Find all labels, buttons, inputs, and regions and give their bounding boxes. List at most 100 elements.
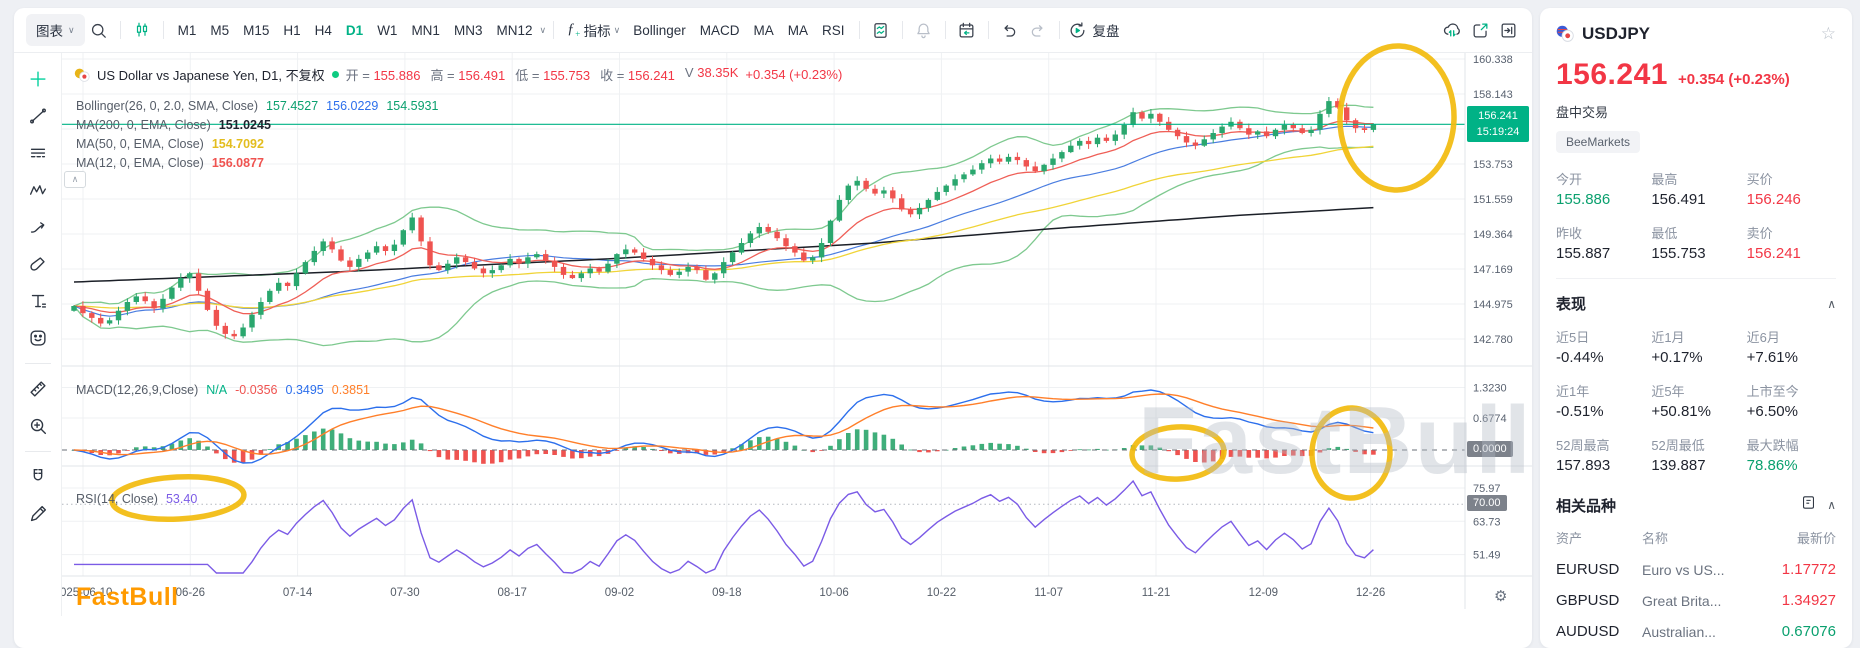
quote-value: 155.886 <box>1556 191 1611 208</box>
legend-collapse-button[interactable]: ∧ <box>64 171 86 188</box>
performance-value: +6.50% <box>1746 403 1798 420</box>
related-list-icon[interactable] <box>1800 494 1817 516</box>
date-tick: 07-14 <box>283 587 313 599</box>
indicators-button[interactable]: ƒ+ 指标 ∨ <box>561 20 626 40</box>
indicator-button-macd[interactable]: MACD <box>699 22 740 38</box>
timeframe-expand-icon[interactable]: ∨ <box>539 24 547 35</box>
timeframe-m15[interactable]: M15 <box>243 22 270 38</box>
cloud-save-icon[interactable] <box>1438 16 1466 44</box>
axis-tick: 51.49 <box>1473 550 1501 562</box>
related-price: 0.67076 <box>1781 623 1836 640</box>
performance-collapse-icon[interactable]: ∧ <box>1827 296 1836 311</box>
projection-icon[interactable] <box>26 215 50 239</box>
economic-calendar-icon[interactable] <box>953 16 981 44</box>
emoji-icon[interactable] <box>26 326 50 350</box>
main-chart[interactable]: 160.338 158.143 153.753 151.559 149.364 147.1… <box>14 43 1532 616</box>
tool-divider <box>24 451 51 452</box>
related-row-gbpusd[interactable]: GBPUSD Great Brita... 1.34927 <box>1556 592 1836 609</box>
quote-cell: 卖价 156.241 <box>1747 223 1836 262</box>
drawing-toolbar <box>14 53 62 616</box>
related-collapse-icon[interactable]: ∧ <box>1827 498 1836 512</box>
indicator-button-rsi[interactable]: RSI <box>822 22 845 38</box>
performance-cell: 近5年 +50.81% <box>1651 381 1740 420</box>
trendline-icon[interactable] <box>26 104 50 128</box>
timeframe-mn3[interactable]: MN3 <box>453 22 483 38</box>
alert-bell-icon[interactable] <box>910 16 938 44</box>
date-tick: 09-02 <box>605 587 634 599</box>
timeframe-h4[interactable]: H4 <box>314 22 332 38</box>
search-icon[interactable] <box>85 16 113 44</box>
date-tick: 2025-06-10 <box>54 587 113 599</box>
timeframe-m1[interactable]: M1 <box>177 22 197 38</box>
panel-header: USDJPY ☆ <box>1556 24 1836 44</box>
related-row-eurusd[interactable]: EURUSD Euro vs US... 1.17772 <box>1556 561 1836 578</box>
date-tick: 11-07 <box>1034 587 1063 599</box>
ruler-icon[interactable] <box>26 377 50 401</box>
pattern-icon[interactable] <box>26 178 50 202</box>
timeframe-mn1[interactable]: MN1 <box>411 22 440 38</box>
toolbar-divider <box>1058 21 1060 39</box>
share-icon[interactable] <box>1466 16 1494 44</box>
favorite-star-icon[interactable]: ☆ <box>1820 24 1836 43</box>
related-row-audusd[interactable]: AUDUSD Australian... 0.67076 <box>1556 623 1836 640</box>
performance-cell: 近6月 +7.61% <box>1747 327 1836 366</box>
timeframe-h1[interactable]: H1 <box>283 22 301 38</box>
chart-settings-gear-icon[interactable]: ⚙ <box>1494 588 1508 605</box>
date-tick: 12-09 <box>1249 587 1278 599</box>
axis-tick: 144.975 <box>1473 299 1513 311</box>
text-icon[interactable] <box>26 289 50 313</box>
multilines-icon[interactable] <box>26 141 50 165</box>
performance-label: 52周最低 <box>1651 438 1705 453</box>
indicator-button-ma[interactable]: MA <box>753 22 774 38</box>
undo-icon[interactable] <box>996 16 1024 44</box>
performance-value: 157.893 <box>1556 457 1611 474</box>
performance-header: 表现 ∧ <box>1556 293 1836 314</box>
quote-value: 156.246 <box>1746 191 1801 208</box>
date-tick: 08-17 <box>497 587 526 599</box>
indicator-button-ma-2[interactable]: MA <box>787 22 809 38</box>
session-status: 盘中交易 <box>1556 105 1609 120</box>
magnet-icon[interactable] <box>26 465 50 489</box>
performance-label: 52周最高 <box>1556 438 1610 453</box>
quote-value: 155.753 <box>1651 245 1706 262</box>
date-tick: 09-18 <box>712 587 741 599</box>
candle-style-icon[interactable] <box>128 16 156 44</box>
chart-type-button[interactable]: 图表 ∨ <box>26 14 85 46</box>
timeframe-w1[interactable]: W1 <box>377 22 398 38</box>
date-tick: 06-26 <box>176 587 205 599</box>
redo-icon[interactable] <box>1024 16 1052 44</box>
quote-value: 156.241 <box>1746 245 1801 262</box>
collapse-panel-icon[interactable] <box>1494 16 1522 44</box>
axis-tick: 158.143 <box>1473 89 1513 101</box>
performance-value: 139.887 <box>1651 457 1706 474</box>
pencil-icon[interactable] <box>26 502 50 526</box>
replay-button[interactable]: 复盘 <box>1067 16 1120 44</box>
brush-icon[interactable] <box>26 252 50 276</box>
toolbar-divider <box>901 21 903 39</box>
broker-chip[interactable]: BeeMarkets <box>1556 131 1641 153</box>
chevron-down-icon: ∨ <box>68 24 75 35</box>
quote-label: 卖价 <box>1746 226 1773 241</box>
axis-tick: 151.559 <box>1473 194 1513 206</box>
indicator-button-bollinger[interactable]: Bollinger <box>633 22 686 38</box>
performance-cell: 最大跌幅 78.86% <box>1747 435 1836 474</box>
axis-tick: 1.3230 <box>1473 382 1507 394</box>
related-header: 相关品种 ∧ <box>1556 494 1836 516</box>
timeframe-d1[interactable]: D1 <box>345 22 364 38</box>
object-tree-icon[interactable] <box>867 16 895 44</box>
timeframe-mn12[interactable]: MN12 <box>496 22 533 38</box>
panel-symbol: USDJPY <box>1582 24 1651 43</box>
toolbar-divider <box>944 21 946 39</box>
date-tick: 10-06 <box>819 587 848 599</box>
related-price: 1.17772 <box>1781 561 1836 578</box>
zoom-icon[interactable] <box>26 414 50 438</box>
crosshair-icon[interactable] <box>26 67 50 91</box>
toolbar-divider <box>162 21 164 39</box>
highlight-circle <box>1337 43 1457 193</box>
quote-value: 155.887 <box>1556 245 1611 262</box>
timeframe-m5[interactable]: M5 <box>210 22 230 38</box>
quote-label: 昨收 <box>1556 226 1583 241</box>
chart-card: 图表 ∨ M1 M5 M15 H1 H4 D1 W1 MN1 MN3 MN12 ∨ ƒ+ 指标 ∨… <box>14 8 1532 648</box>
quote-label: 今开 <box>1556 172 1583 187</box>
performance-value: 78.86% <box>1746 457 1798 474</box>
